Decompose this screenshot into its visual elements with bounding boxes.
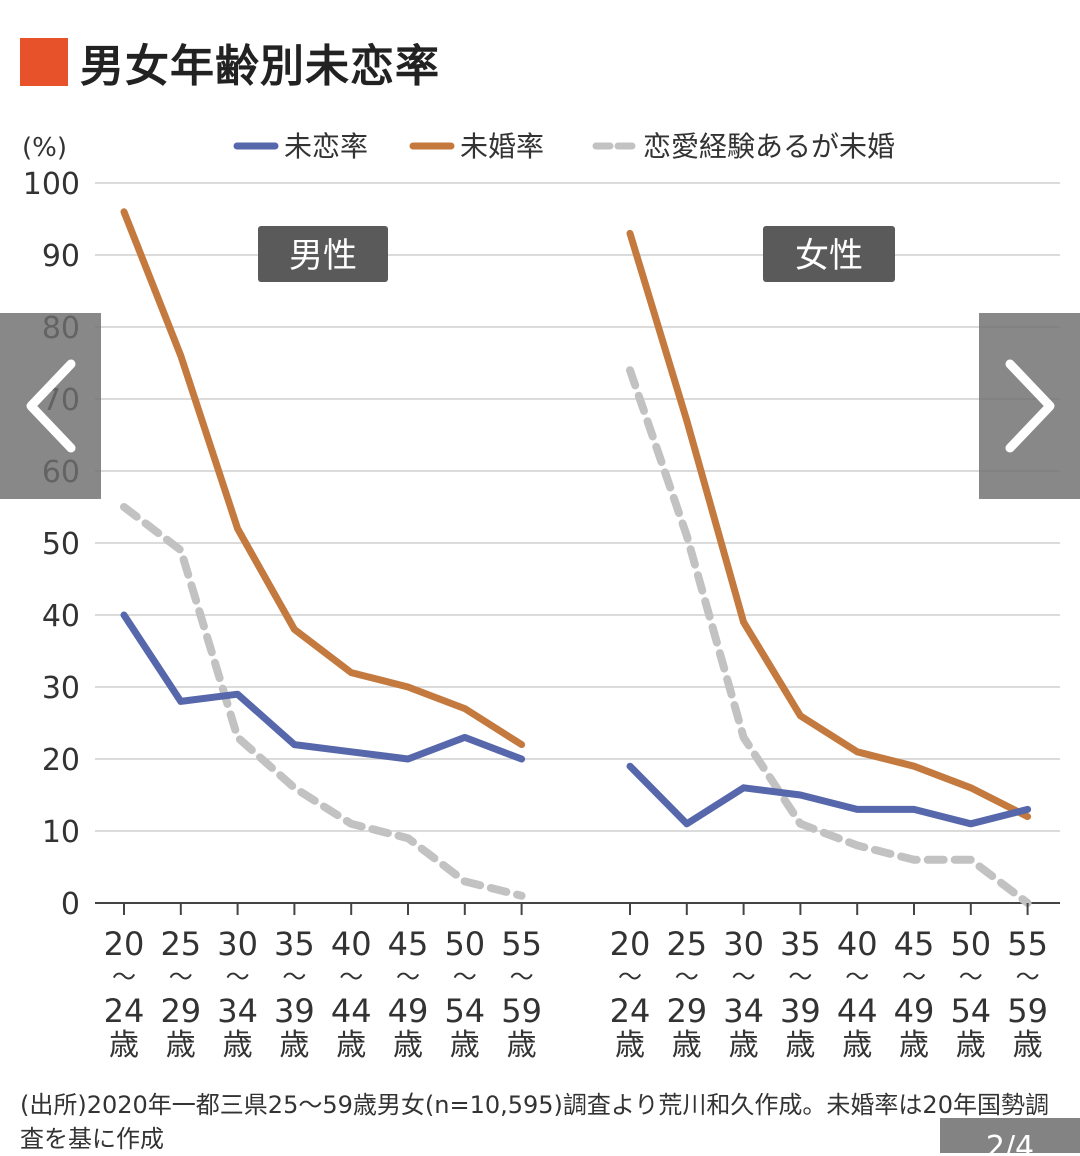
x-tick-label: 49 xyxy=(388,992,429,1030)
x-tick-label: 30 xyxy=(723,925,764,963)
gridlines xyxy=(95,183,1060,903)
x-tick-label: 〜 xyxy=(282,963,306,991)
x-tick-label: 歳 xyxy=(223,1028,253,1063)
x-tick-label: 歳 xyxy=(729,1028,759,1063)
x-tick-label: 39 xyxy=(780,992,821,1030)
x-tick-label: 40 xyxy=(837,925,878,963)
next-slide-button[interactable] xyxy=(979,313,1080,499)
chevron-right-icon xyxy=(1000,356,1060,456)
x-tick-label: 54 xyxy=(950,992,991,1030)
x-tick-label: 49 xyxy=(894,992,935,1030)
x-tick-label: 〜 xyxy=(510,963,534,991)
x-tick-label: 歳 xyxy=(615,1028,645,1063)
x-tick-label: 歳 xyxy=(1013,1028,1043,1063)
x-tick-label: 〜 xyxy=(788,963,812,991)
panel-labels: 男性 女性 xyxy=(258,226,895,282)
x-tick-label: 〜 xyxy=(959,963,983,991)
x-tick-label: 歳 xyxy=(672,1028,702,1063)
x-tick-label: 45 xyxy=(894,925,935,963)
panel-label: 男性 xyxy=(289,236,357,276)
x-tick-label: 〜 xyxy=(112,963,136,991)
x-tick-label: 29 xyxy=(160,992,201,1030)
x-tick-label: 〜 xyxy=(1016,963,1040,991)
legend-label: 恋愛経験あるが未婚 xyxy=(643,130,895,163)
x-tick-label: 歳 xyxy=(336,1028,366,1063)
y-tick-label: 20 xyxy=(42,743,80,778)
x-tick-label: 39 xyxy=(274,992,315,1030)
series-line-female xyxy=(630,233,1028,816)
line-chart: (%) 0102030405060708090100 未恋率未婚率恋愛経験あるが… xyxy=(0,0,1080,1080)
x-tick-label: 20 xyxy=(610,925,651,963)
x-axis: 20〜24歳25〜29歳30〜34歳35〜39歳40〜44歳45〜49歳50〜5… xyxy=(104,903,1048,1063)
y-tick-label: 0 xyxy=(61,887,80,922)
page-indicator: 2/4 xyxy=(940,1118,1080,1153)
x-tick-label: 40 xyxy=(331,925,372,963)
x-tick-label: 24 xyxy=(610,992,651,1030)
x-tick-label: 歳 xyxy=(956,1028,986,1063)
x-tick-label: 34 xyxy=(217,992,258,1030)
previous-slide-button[interactable] xyxy=(0,313,101,499)
x-tick-label: 55 xyxy=(1007,925,1048,963)
x-tick-label: 34 xyxy=(723,992,764,1030)
x-tick-label: 〜 xyxy=(396,963,420,991)
x-tick-label: 〜 xyxy=(902,963,926,991)
y-tick-label: 100 xyxy=(23,167,80,202)
x-tick-label: 44 xyxy=(331,992,372,1030)
x-tick-label: 35 xyxy=(780,925,821,963)
x-tick-label: 50 xyxy=(950,925,991,963)
x-tick-label: 歳 xyxy=(450,1028,480,1063)
y-axis-ticks: (%) 0102030405060708090100 xyxy=(22,133,80,922)
panel-label: 女性 xyxy=(795,236,863,276)
x-tick-label: 55 xyxy=(501,925,542,963)
x-tick-label: 〜 xyxy=(226,963,250,991)
x-tick-label: 〜 xyxy=(618,963,642,991)
x-tick-label: 〜 xyxy=(453,963,477,991)
x-tick-label: 〜 xyxy=(845,963,869,991)
y-tick-label: 40 xyxy=(42,599,80,634)
y-tick-label: 30 xyxy=(42,671,80,706)
x-tick-label: 35 xyxy=(274,925,315,963)
x-tick-label: 59 xyxy=(501,992,542,1030)
x-tick-label: 歳 xyxy=(899,1028,929,1063)
x-tick-label: 30 xyxy=(217,925,258,963)
x-tick-label: 歳 xyxy=(166,1028,196,1063)
x-tick-label: 50 xyxy=(444,925,485,963)
x-tick-label: 〜 xyxy=(675,963,699,991)
y-tick-label: 50 xyxy=(42,527,80,562)
x-tick-label: 歳 xyxy=(279,1028,309,1063)
series-line-male xyxy=(124,212,522,745)
x-tick-label: 29 xyxy=(666,992,707,1030)
x-tick-label: 歳 xyxy=(393,1028,423,1063)
x-tick-label: 25 xyxy=(666,925,707,963)
y-axis-unit-label: (%) xyxy=(22,133,67,163)
x-tick-label: 歳 xyxy=(109,1028,139,1063)
x-tick-label: 44 xyxy=(837,992,878,1030)
x-tick-label: 25 xyxy=(160,925,201,963)
series-lines xyxy=(124,212,1028,903)
source-note: (出所)2020年一都三県25〜59歳男女(n=10,595)調査より荒川和久作… xyxy=(20,1088,1070,1156)
x-tick-label: 〜 xyxy=(169,963,193,991)
x-tick-label: 54 xyxy=(444,992,485,1030)
x-tick-label: 歳 xyxy=(842,1028,872,1063)
x-tick-label: 45 xyxy=(388,925,429,963)
legend-label: 未婚率 xyxy=(460,130,544,163)
x-tick-label: 〜 xyxy=(732,963,756,991)
legend: 未恋率 未婚率 恋愛経験あるが未婚 xyxy=(237,130,895,163)
x-tick-label: 〜 xyxy=(339,963,363,991)
series-line-female xyxy=(630,766,1028,824)
y-tick-label: 90 xyxy=(42,239,80,274)
x-tick-label: 歳 xyxy=(785,1028,815,1063)
x-tick-label: 24 xyxy=(104,992,145,1030)
chevron-left-icon xyxy=(21,356,81,456)
x-tick-label: 59 xyxy=(1007,992,1048,1030)
x-tick-label: 20 xyxy=(104,925,145,963)
y-tick-label: 10 xyxy=(42,815,80,850)
legend-label: 未恋率 xyxy=(284,130,368,163)
x-tick-label: 歳 xyxy=(507,1028,537,1063)
